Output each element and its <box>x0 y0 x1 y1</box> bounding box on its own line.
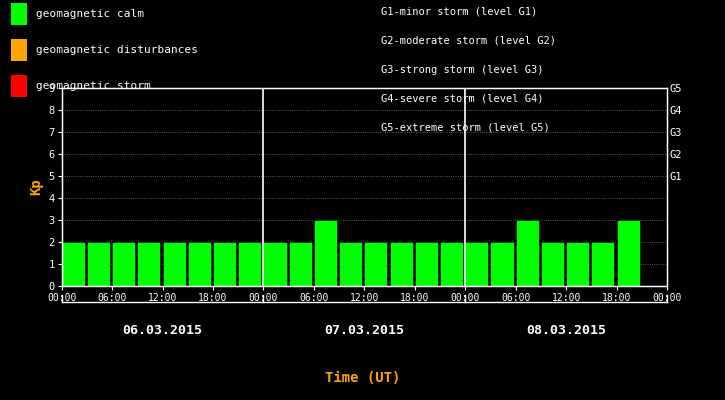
Bar <box>515 220 539 286</box>
Text: G2-moderate storm (level G2): G2-moderate storm (level G2) <box>381 36 555 46</box>
Bar <box>541 242 564 286</box>
Text: geomagnetic calm: geomagnetic calm <box>36 9 144 19</box>
Bar <box>490 242 513 286</box>
Text: G3-strong storm (level G3): G3-strong storm (level G3) <box>381 65 543 74</box>
Bar <box>162 242 186 286</box>
Bar <box>415 242 438 286</box>
Bar <box>389 242 413 286</box>
Bar <box>339 242 362 286</box>
Bar <box>314 220 337 286</box>
Bar <box>440 242 463 286</box>
Y-axis label: Kp: Kp <box>29 179 43 195</box>
Bar <box>465 242 489 286</box>
Bar <box>263 242 286 286</box>
Bar <box>566 242 589 286</box>
Text: G1-minor storm (level G1): G1-minor storm (level G1) <box>381 7 537 17</box>
Bar <box>239 242 261 286</box>
Bar <box>213 242 236 286</box>
Text: geomagnetic storm: geomagnetic storm <box>36 81 150 91</box>
Text: G5-extreme storm (level G5): G5-extreme storm (level G5) <box>381 122 550 132</box>
Bar <box>289 242 312 286</box>
Bar <box>112 242 135 286</box>
Text: 07.03.2015: 07.03.2015 <box>324 324 405 336</box>
Text: 08.03.2015: 08.03.2015 <box>526 324 606 336</box>
Bar <box>592 242 615 286</box>
Bar <box>87 242 110 286</box>
Text: geomagnetic disturbances: geomagnetic disturbances <box>36 45 197 55</box>
Text: Time (UT): Time (UT) <box>325 371 400 385</box>
Text: 06.03.2015: 06.03.2015 <box>123 324 202 336</box>
Bar <box>137 242 160 286</box>
Bar <box>616 220 639 286</box>
Bar <box>62 242 85 286</box>
Text: G4-severe storm (level G4): G4-severe storm (level G4) <box>381 93 543 103</box>
Bar <box>188 242 211 286</box>
Bar <box>364 242 387 286</box>
